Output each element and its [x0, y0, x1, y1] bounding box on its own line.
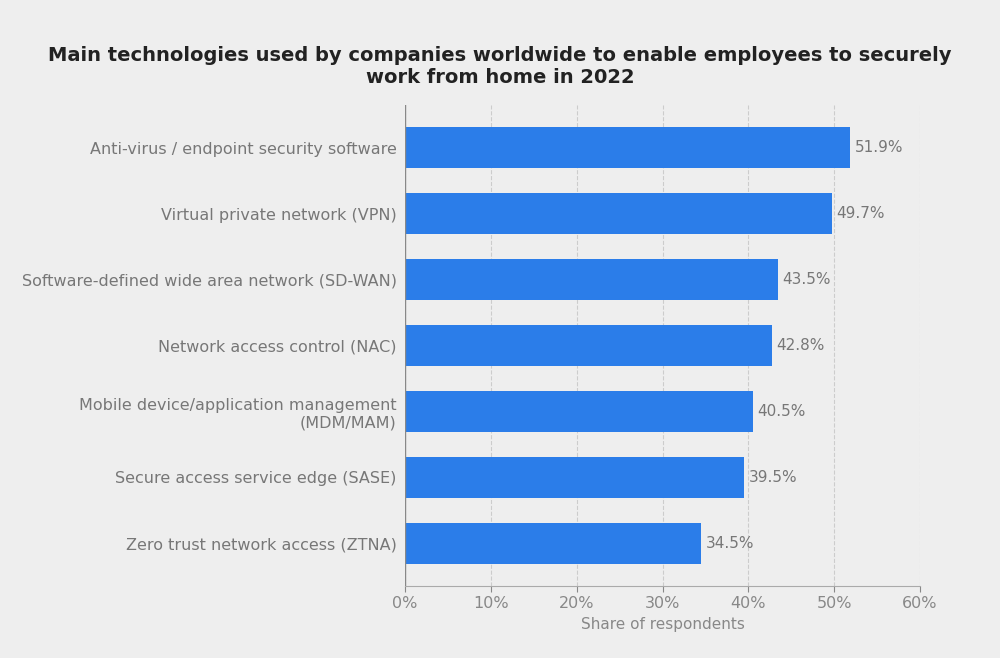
Bar	[405, 259, 778, 300]
Text: 51.9%: 51.9%	[855, 140, 903, 155]
Text: Main technologies used by companies worldwide to enable employees to securely
wo: Main technologies used by companies worl…	[48, 46, 952, 87]
Bar	[405, 391, 753, 432]
Text: 49.7%: 49.7%	[836, 206, 884, 221]
Text: 40.5%: 40.5%	[757, 404, 805, 419]
Text: 43.5%: 43.5%	[783, 272, 831, 287]
Bar	[405, 457, 744, 498]
Bar	[405, 523, 701, 564]
Text: 42.8%: 42.8%	[777, 338, 825, 353]
Bar	[405, 193, 832, 234]
Bar	[405, 325, 772, 366]
Text: 39.5%: 39.5%	[748, 470, 797, 485]
Text: 34.5%: 34.5%	[705, 536, 754, 551]
X-axis label: Share of respondents: Share of respondents	[581, 617, 744, 632]
Bar	[405, 127, 850, 168]
